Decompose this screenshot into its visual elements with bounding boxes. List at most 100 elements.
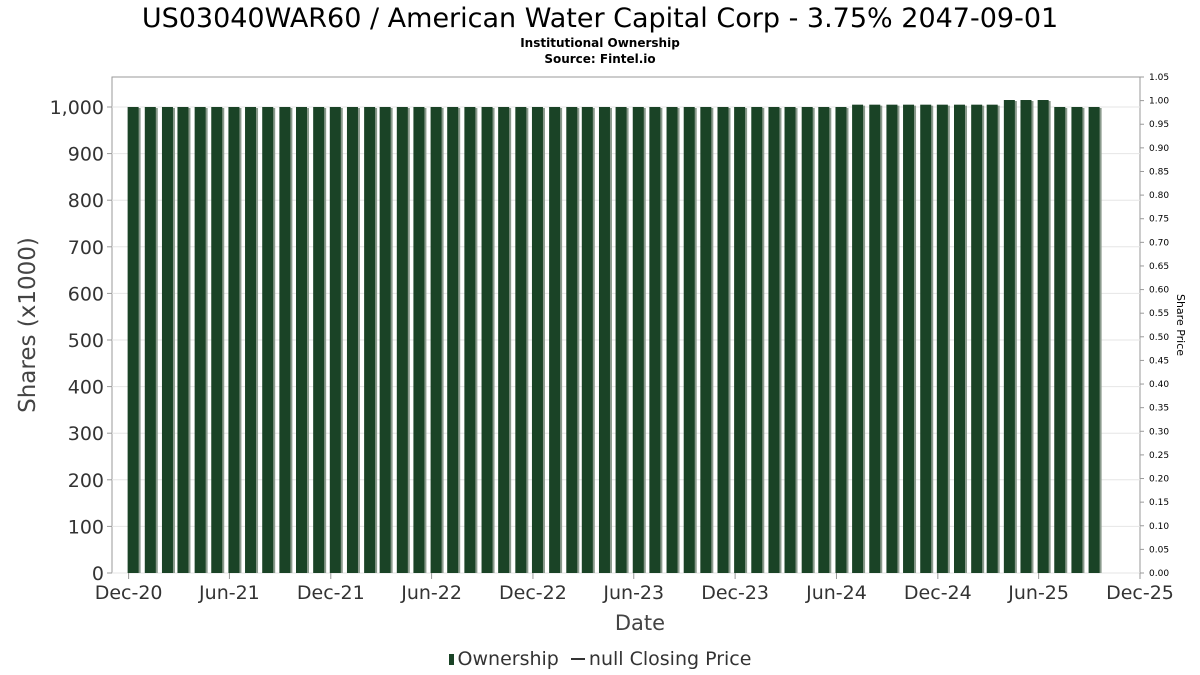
y2-tick-label: 0.50 bbox=[1149, 333, 1169, 343]
chart-source: Source: Fintel.io bbox=[544, 52, 656, 66]
y-tick-label: 300 bbox=[68, 423, 104, 445]
ownership-bar bbox=[430, 107, 442, 573]
ownership-bar bbox=[986, 104, 998, 574]
x-tick-label: Dec-25 bbox=[1106, 582, 1174, 604]
x-tick-label: Jun-24 bbox=[805, 582, 867, 604]
y2-tick-label: 1.05 bbox=[1149, 73, 1169, 83]
ownership-bar bbox=[751, 107, 763, 573]
y-tick-label: 700 bbox=[68, 237, 104, 259]
ownership-bar bbox=[549, 107, 561, 573]
ownership-bar bbox=[531, 107, 543, 573]
x-tick-label: Dec-24 bbox=[904, 582, 972, 604]
chart-subtitle: Institutional Ownership bbox=[520, 36, 680, 50]
ownership-bar bbox=[379, 107, 391, 573]
y2-tick-label: 0.30 bbox=[1149, 427, 1169, 437]
ownership-bar bbox=[498, 107, 510, 573]
ownership-bar bbox=[413, 107, 425, 573]
y-tick-label: 0 bbox=[92, 563, 104, 585]
ownership-bar bbox=[581, 107, 593, 573]
ownership-bar bbox=[1071, 107, 1083, 573]
ownership-bar bbox=[1020, 100, 1032, 573]
ownership-bar bbox=[801, 107, 813, 573]
ownership-bar bbox=[717, 107, 729, 573]
ownership-bar bbox=[971, 104, 983, 574]
ownership-bar bbox=[346, 107, 358, 573]
ownership-bar bbox=[144, 107, 156, 573]
x-tick-label: Jun-25 bbox=[1007, 582, 1069, 604]
y-tick-label: 200 bbox=[68, 470, 104, 492]
ownership-bar bbox=[649, 107, 661, 573]
ownership-bar bbox=[835, 107, 847, 573]
legend-item-price[interactable]: null Closing Price bbox=[565, 647, 752, 670]
ownership-bar bbox=[211, 107, 223, 573]
ownership-bar bbox=[245, 107, 257, 573]
y2-tick-label: 0.25 bbox=[1149, 451, 1169, 461]
y2-tick-label: 0.00 bbox=[1149, 569, 1169, 579]
ownership-bar bbox=[566, 107, 578, 573]
y-tick-label: 900 bbox=[68, 144, 104, 166]
legend-item-ownership[interactable]: Ownership bbox=[448, 647, 559, 670]
x-axis-title: Date bbox=[615, 611, 665, 635]
x-tick-label: Dec-22 bbox=[499, 582, 567, 604]
legend-label-price: null Closing Price bbox=[588, 647, 752, 670]
y2-tick-label: 0.40 bbox=[1149, 380, 1169, 390]
ownership-bar bbox=[886, 104, 898, 574]
y2-tick-label: 0.85 bbox=[1149, 167, 1169, 177]
x-tick-label: Jun-21 bbox=[198, 582, 260, 604]
y-tick-label: 500 bbox=[68, 330, 104, 352]
ownership-bar bbox=[852, 104, 864, 574]
ownership-bar bbox=[279, 107, 291, 573]
ownership-bar bbox=[447, 107, 459, 573]
ownership-bar bbox=[1003, 100, 1015, 573]
ownership-bar bbox=[364, 107, 376, 573]
y-tick-label: 400 bbox=[68, 377, 104, 399]
y2-tick-label: 0.05 bbox=[1149, 545, 1169, 555]
ownership-bar bbox=[818, 107, 830, 573]
ownership-bar bbox=[615, 107, 627, 573]
x-tick-label: Jun-22 bbox=[400, 582, 462, 604]
y2-tick-label: 0.10 bbox=[1149, 522, 1169, 532]
y2-tick-label: 0.45 bbox=[1149, 356, 1169, 366]
ownership-bar bbox=[295, 107, 307, 573]
y2-tick-label: 1.00 bbox=[1149, 97, 1169, 107]
ownership-bar bbox=[734, 107, 746, 573]
chart-legend: Ownership null Closing Price bbox=[0, 647, 1200, 670]
ownership-bar bbox=[683, 107, 695, 573]
y2-tick-label: 0.80 bbox=[1149, 191, 1169, 201]
ownership-bar bbox=[632, 107, 644, 573]
legend-label-ownership: Ownership bbox=[457, 647, 559, 670]
y-tick-label: 600 bbox=[68, 283, 104, 305]
y2-tick-label: 0.20 bbox=[1149, 475, 1169, 485]
ownership-bar bbox=[598, 107, 610, 573]
ownership-bar bbox=[768, 107, 780, 573]
ownership-bar bbox=[481, 107, 493, 573]
ownership-bar bbox=[903, 104, 915, 574]
ownership-bar bbox=[464, 107, 476, 573]
y-tick-label: 100 bbox=[68, 516, 104, 538]
y2-tick-label: 0.75 bbox=[1149, 215, 1169, 225]
ownership-bar bbox=[869, 104, 881, 574]
x-tick-label: Dec-23 bbox=[701, 582, 769, 604]
ownership-bar bbox=[1054, 107, 1066, 573]
y2-tick-label: 0.35 bbox=[1149, 404, 1169, 414]
y2-tick-label: 0.55 bbox=[1149, 309, 1169, 319]
y2-tick-label: 0.15 bbox=[1149, 498, 1169, 508]
x-tick-label: Dec-20 bbox=[95, 582, 163, 604]
y2-tick-label: 0.90 bbox=[1149, 144, 1169, 154]
ownership-bar bbox=[936, 104, 948, 574]
ownership-bar bbox=[784, 107, 796, 573]
y2-tick-label: 0.60 bbox=[1149, 286, 1169, 296]
ownership-bar bbox=[396, 107, 408, 573]
y2-tick-label: 0.65 bbox=[1149, 262, 1169, 272]
ownership-chart: 0 100 200 300 400 500 600 700 800 900 1,000 0.00 0.0… bbox=[15, 73, 1187, 635]
ownership-swatch-icon bbox=[448, 653, 454, 665]
y-tick-label: 1,000 bbox=[50, 97, 104, 119]
ownership-bar bbox=[1088, 107, 1100, 573]
ownership-bar bbox=[161, 107, 173, 573]
y-tick-label: 800 bbox=[68, 190, 104, 212]
ownership-bar bbox=[329, 107, 341, 573]
ownership-bar bbox=[127, 107, 139, 573]
y-axis-title: Shares (x1000) bbox=[15, 237, 41, 413]
y2-axis-title: Share Price bbox=[1174, 294, 1187, 356]
